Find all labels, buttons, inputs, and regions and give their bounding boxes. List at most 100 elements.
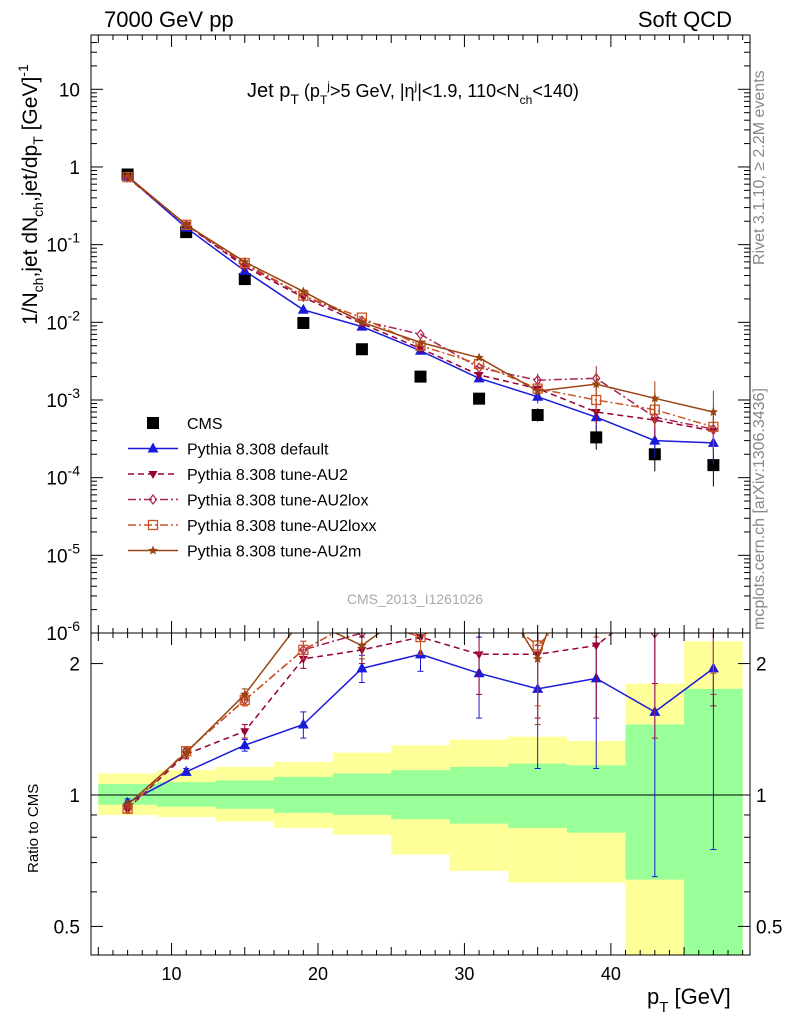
legend-label: Pythia 8.308 default [187,442,329,459]
rivet-version-label: Rivet 3.1.10, ≥ 2.2M events [751,70,768,265]
main-series-line [127,176,714,444]
main-data-point [414,370,427,383]
ratio-data-point [240,689,250,699]
svg-text:Jet pT (pTj>5 GeV, |ηj|<1.9, 1: Jet pT (pTj>5 GeV, |ηj|<1.9, 110<Nch<140… [247,79,579,107]
main-series-4 [122,171,719,449]
main-data-point [591,379,601,389]
source-label: mcplots.cern.ch [arXiv:1306.3436] [751,388,768,630]
ratio-series-4 [122,477,719,810]
legend-label: Pythia 8.308 tune-AU2loxx [187,518,376,535]
legend-marker [148,471,158,479]
ratio-y-tick-label-right: 2 [756,655,767,676]
main-data-point [357,317,367,327]
ratio-data-point [298,644,309,656]
ratio-band-green-bin [508,763,567,829]
x-tick-label: 40 [601,964,621,984]
main-series-line [127,176,714,428]
ratio-data-point [357,640,367,650]
main-data-point [473,392,486,405]
ratio-band-green-bin [332,773,392,815]
main-series-2 [123,174,718,453]
main-data-point [474,362,484,374]
energy-label: 7000 GeV pp [104,7,234,32]
svg-text:pT [GeV]: pT [GeV] [647,984,731,1016]
legend-label: Pythia 8.308 tune-AU2m [187,544,361,561]
main-data-point [122,171,133,181]
analysis-id-label: CMS_2013_I1261026 [347,591,483,607]
ratio-data-point [650,542,659,551]
ratio-band-green-bin [98,783,157,805]
main-data-point [181,219,191,229]
axes-layer: 10 20 30 40 10-6 10-5 10-4 10-3 10-2 10-1 1 10 0.5 0.… [46,34,782,984]
main-series-3 [123,171,718,451]
ratio-y-tick-label: 1 [69,786,80,807]
ratio-data-point [532,653,543,663]
ratio-series-line [127,633,552,810]
main-data-point [707,459,720,472]
ratio-data-point [299,613,309,622]
ratio-data-point [710,589,717,598]
main-data-point [297,316,310,329]
legend-item: Pythia 8.308 tune-AU2 [128,467,348,484]
legend-item: Pythia 8.308 tune-AU2loxx [128,518,376,535]
x-axis-label: pT [GeV] [647,984,731,1016]
legend: CMS Pythia 8.308 default Pythia 8.308 tune… [128,416,376,561]
main-y-tick-label: 10-6 [46,618,80,645]
main-data-point [355,343,368,356]
main-data-point [416,345,425,354]
ratio-data-point [709,597,718,605]
legend-marker [148,494,158,505]
ratio-data-point [356,662,368,673]
main-data-point [474,352,484,362]
main-data-point [532,386,543,396]
ratio-data-point [240,728,250,737]
x-tick-label: 30 [454,964,474,984]
legend-marker [148,545,158,555]
ratio-data-point [415,633,426,643]
ratio-data-point [650,477,660,486]
main-data-point [591,409,601,418]
legend-marker [147,417,159,429]
ratio-uncertainty-bands [98,641,743,955]
ratio-y-tick-label-right: 1 [756,786,767,807]
legend-label: Pythia 8.308 tune-AU2 [187,467,348,484]
ratio-data-point [592,582,601,591]
main-data-point [650,393,660,403]
main-series-line [127,176,714,430]
ratio-data-point [650,597,659,605]
main-y-tick-label: 10-1 [46,230,80,257]
main-data-point [474,371,484,380]
legend-marker [147,442,159,453]
ratio-data-point [181,747,191,757]
ratio-series-line [127,633,548,806]
main-data-point [708,407,719,417]
legend-label: Pythia 8.308 tune-AU2lox [187,493,368,510]
main-y-tick-label: 10-3 [46,385,80,412]
main-data-point [298,286,309,296]
ratio-data-point [239,739,251,750]
ratio-band-green-bin [156,782,216,807]
main-y-tick-label: 10-4 [46,463,80,490]
ratio-data-point [122,799,133,809]
ratio-data-point [180,765,192,776]
ratio-series-layer [122,461,719,878]
main-data-point [297,303,309,314]
ratio-y-axis-label: Ratio to CMS [25,784,42,873]
legend-marker [147,519,159,531]
main-y-tick-label: 10-2 [46,307,80,334]
main-data-point [415,337,426,347]
legend-item: Pythia 8.308 tune-AU2m [128,544,361,561]
ratio-data-point [357,613,366,622]
main-data-point [590,431,603,444]
main-plot-title: Jet pT (pTj>5 GeV, |ηj|<1.9, 110<Nch<140… [247,79,579,107]
ratio-data-point [593,461,600,470]
main-y-tick-label: 10-5 [46,540,80,567]
ratio-data-point [298,655,308,664]
ratio-data-point [709,493,719,502]
ratio-data-point [417,553,424,562]
main-series-layer [121,168,720,487]
main-y-axis-label: 1/Nch,jet dNch,jet/dpT [GeV]-1 [15,64,46,325]
main-y-tick-label: 1 [69,158,80,179]
